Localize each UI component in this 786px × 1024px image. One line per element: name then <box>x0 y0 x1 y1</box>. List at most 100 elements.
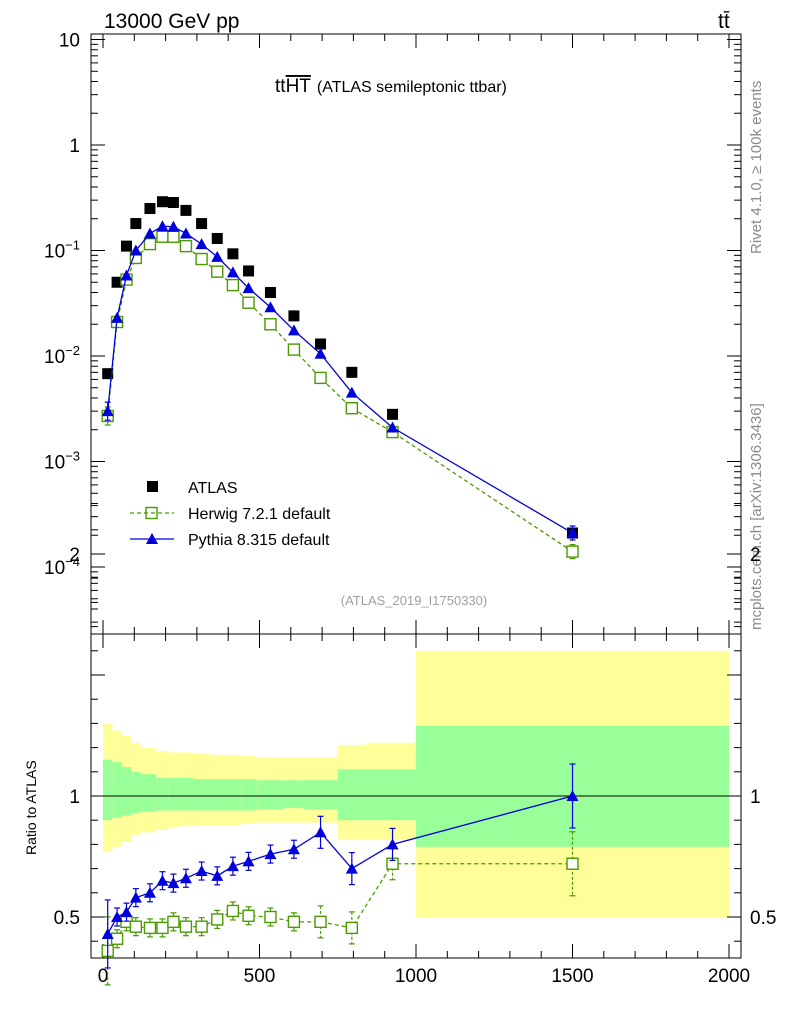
main-point-2 <box>226 266 239 278</box>
band-inner-bin <box>209 779 226 811</box>
main-point-0 <box>120 240 132 252</box>
main-panel-axes: 10 1 10−1 10−2 10−3 10−4 <box>44 31 742 635</box>
band-inner-bin <box>193 779 210 811</box>
main-point-0 <box>102 368 114 380</box>
main-point-2 <box>264 301 277 313</box>
ratio-point-1 <box>314 826 327 838</box>
ratio-point-0 <box>167 915 180 929</box>
main-point-1 <box>242 296 255 309</box>
ratio-point-0 <box>129 920 143 933</box>
ratio-y-tick-label-left: 1 <box>69 787 80 808</box>
ratio-axis-label: Ratio to ATLAS <box>23 760 39 855</box>
main-y-tick-label: 10−1 <box>44 238 80 263</box>
x-tick-label: 2000 <box>708 966 750 987</box>
ratio-point-1 <box>143 886 156 898</box>
ratio-point-0 <box>179 920 193 933</box>
ratio-point-1 <box>129 891 142 903</box>
ratio-point-0 <box>156 921 169 935</box>
ratio-point-1 <box>120 906 133 918</box>
ratio-point-0 <box>314 915 327 929</box>
main-point-1 <box>345 402 359 415</box>
band-inner-bin <box>256 780 285 810</box>
main-point-1 <box>314 371 327 385</box>
main-point-1 <box>195 252 208 266</box>
legend: ATLAS Herwig 7.2.1 default Pythia 8.315 … <box>130 480 331 549</box>
title-overlined: HT <box>286 76 312 97</box>
main-point-0 <box>387 408 399 420</box>
legend-label-atlas: ATLAS <box>188 480 238 497</box>
main-point-0 <box>227 248 239 260</box>
process-label: tt̄ <box>718 10 730 33</box>
main-y-tick-label: 10−4 <box>44 554 80 579</box>
ratio-y-tick-label-right: 1 <box>750 787 761 808</box>
main-point-0 <box>196 218 208 230</box>
main-series-line-2 <box>107 225 573 534</box>
main-point-2 <box>345 386 358 398</box>
ratio-point-0 <box>143 921 157 935</box>
main-point-0 <box>144 203 156 215</box>
ratio-point-1 <box>101 927 114 939</box>
main-point-0 <box>156 196 168 208</box>
x-tick-label: 1000 <box>395 966 437 987</box>
rivet-version-label: Rivet 4.1.0, ≥ 100k events <box>748 81 765 254</box>
main-point-0 <box>346 366 358 378</box>
ratio-panel-axes: 0 500 1000 1500 2000 0.5 0.5 1 1 2 2 <box>54 505 776 987</box>
main-point-2 <box>167 220 180 232</box>
band-inner-bin <box>178 777 194 811</box>
main-point-0 <box>315 338 327 350</box>
main-point-1 <box>167 230 180 243</box>
main-point-0 <box>180 204 192 216</box>
ratio-point-0 <box>566 857 579 870</box>
title-main: tt <box>275 76 286 97</box>
ratio-point-1 <box>345 862 358 874</box>
main-point-0 <box>167 197 179 209</box>
main-point-0 <box>288 310 300 322</box>
ratio-panel-series <box>101 763 579 986</box>
band-inner-bin <box>303 780 338 810</box>
main-point-1 <box>264 318 277 331</box>
band-inner-bin <box>365 769 416 821</box>
main-point-2 <box>386 421 399 433</box>
main-point-2 <box>211 250 224 262</box>
main-y-tick-label: 10−2 <box>44 343 80 368</box>
main-point-2 <box>111 311 124 323</box>
main-point-2 <box>101 405 114 417</box>
band-inner-bin <box>168 777 179 811</box>
band-inner-bin <box>131 771 141 813</box>
main-point-1 <box>143 237 157 251</box>
energy-label: 13000 GeV pp <box>104 10 239 33</box>
band-inner-bin <box>240 779 257 811</box>
ratio-y-tick-label-left: 2 <box>69 545 80 566</box>
ratio-uncertainty-bands <box>103 650 729 917</box>
ratio-point-0 <box>264 910 277 924</box>
ratio-point-1 <box>287 843 300 855</box>
main-point-2 <box>314 347 327 359</box>
ratio-point-1 <box>179 872 192 884</box>
ratio-point-0 <box>345 921 359 935</box>
band-inner-bin <box>225 779 241 811</box>
ratio-point-1 <box>156 874 169 886</box>
ratio-point-1 <box>195 865 208 877</box>
band-inner-bin <box>284 780 304 809</box>
ratio-point-0 <box>242 909 255 922</box>
main-y-tick-label: 1 <box>69 136 80 157</box>
main-point-1 <box>566 545 579 558</box>
x-tick-label: 0 <box>98 966 109 987</box>
main-point-2 <box>120 269 133 281</box>
main-series-line-1 <box>107 236 573 553</box>
main-point-2 <box>156 220 169 232</box>
ratio-point-1 <box>264 848 277 860</box>
ratio-point-1 <box>167 877 180 889</box>
x-tick-label: 1500 <box>551 966 593 987</box>
main-point-2 <box>566 527 579 539</box>
ratio-point-1 <box>242 855 255 867</box>
main-point-0 <box>111 276 123 288</box>
main-point-0 <box>211 232 223 244</box>
main-point-1 <box>226 278 240 292</box>
ratio-y-tick-label-right: 2 <box>750 545 761 566</box>
main-point-1 <box>287 343 301 356</box>
main-point-1 <box>156 230 169 243</box>
ratio-point-1 <box>386 838 399 850</box>
main-point-2 <box>143 227 156 239</box>
mcplots-label: mcplots.cern.ch [arXiv:1306.3436] <box>748 403 765 630</box>
